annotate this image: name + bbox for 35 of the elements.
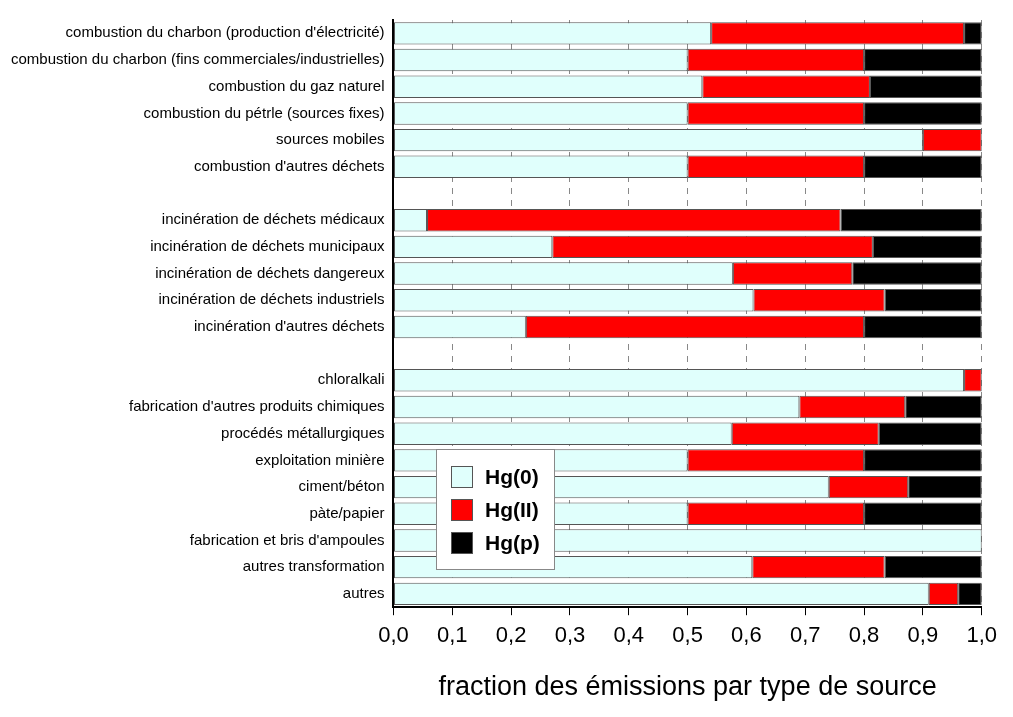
x-tick-label: 0,9 (907, 622, 939, 648)
series-label: Hg(0) (485, 464, 539, 489)
y-tick-label: fabrication d'autres produits chimiques (128, 397, 385, 415)
legend-label: Hg(II) (485, 497, 539, 522)
y-tick-label: sources mobiles (276, 130, 385, 148)
x-tick-label: 0,7 (789, 622, 821, 648)
y-tick-label: procédés métallurgiques (221, 423, 385, 441)
y-tick-label: combustion du pétrle (sources fixes) (143, 103, 385, 121)
x-tick-label: 0,5 (672, 622, 703, 648)
x-tick-label: 0,2 (495, 622, 527, 648)
y-tick-label: incinération de déchets industriels (158, 290, 385, 308)
x-tick-label: 1,0 (966, 622, 998, 648)
y-tick-label: incinération d'autres déchets (194, 317, 385, 335)
x-tick-label: 0,0 (378, 622, 409, 648)
y-tick-label: combustion d'autres déchets (194, 156, 385, 174)
x-tick-label: 0,6 (731, 622, 762, 648)
x-tick-label: 0,8 (848, 622, 880, 648)
y-tick-label: incinération de déchets dangereux (155, 263, 385, 281)
x-tick-label: 0,4 (613, 622, 645, 648)
y-tick-label: autres (342, 584, 385, 601)
y-tick-label: pàte/papier (309, 503, 385, 521)
x-tick-label: 0,1 (437, 622, 468, 648)
x-axis-title: fraction des émissions par type de source (438, 671, 937, 702)
y-tick-label: exploitation minière (255, 450, 385, 468)
y-tick-label: ciment/béton (298, 477, 385, 495)
y-tick-label: incinération de déchets médicaux (161, 210, 385, 228)
y-tick-label: combustion du charbon (fins commerciales/industrielles) (10, 50, 385, 68)
y-tick-label: combustion du gaz naturel (208, 76, 385, 94)
y-tick-label: fabrication et bris d'ampoules (189, 530, 385, 548)
y-tick-label: chloralkali (317, 370, 385, 388)
y-tick-label: autres transformation (242, 557, 385, 575)
y-tick-label: combustion du charbon (production d'électricité) (65, 23, 385, 41)
y-tick-label: incinération de déchets municipaux (150, 237, 385, 255)
x-tick-label: 0,3 (554, 622, 586, 648)
legend-label: Hg(p) (485, 530, 540, 555)
